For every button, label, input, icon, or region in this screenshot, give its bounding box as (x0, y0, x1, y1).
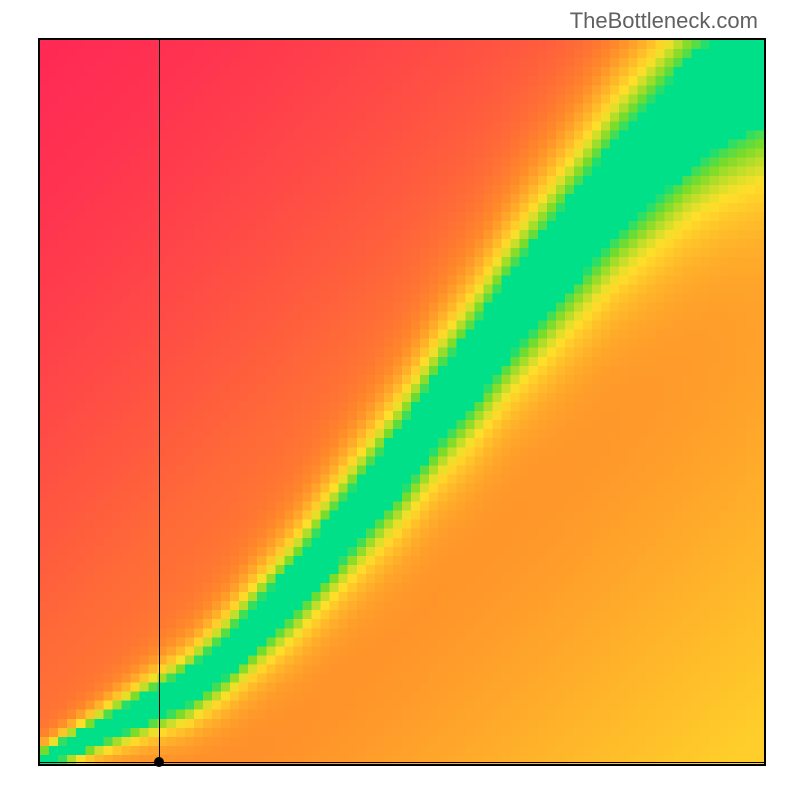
chart-container: { "watermark": "TheBottleneck.com", "cha… (0, 0, 800, 800)
heatmap-plot (38, 38, 766, 766)
marker-dot (154, 757, 164, 767)
watermark-text: TheBottleneck.com (570, 8, 758, 34)
crosshair-vertical (159, 40, 160, 764)
crosshair-horizontal (40, 762, 764, 763)
heatmap-canvas (40, 40, 764, 764)
